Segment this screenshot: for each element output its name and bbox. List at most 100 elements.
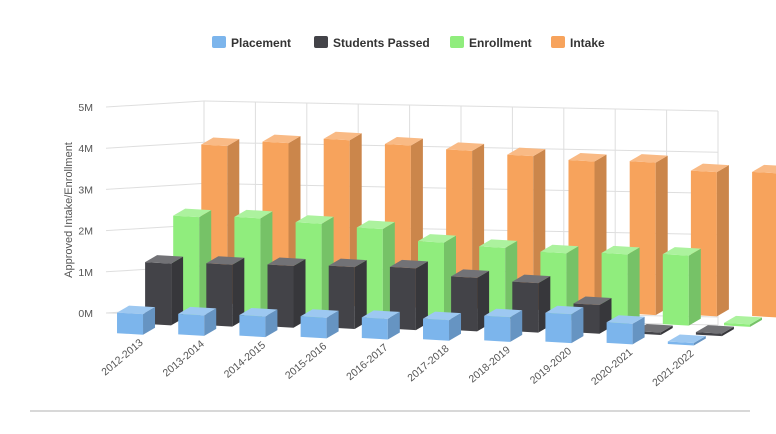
bar-placement-2013-2014[interactable] [178, 306, 217, 336]
bar-side-face [204, 308, 217, 336]
bar-placement-2017-2018[interactable] [423, 311, 462, 341]
bar-top-face [328, 258, 367, 268]
bar-side-face [632, 316, 645, 345]
bar-top-face [267, 257, 306, 266]
bar-top-face [601, 245, 640, 255]
legend[interactable]: Placement Students Passed Enrollment Intake [212, 36, 605, 50]
x-tick-label: 2021-2022 [650, 347, 696, 389]
legend-label: Intake [570, 36, 605, 50]
side-wall-gridline [105, 141, 205, 149]
bar-side-face [232, 257, 245, 327]
bar-top-face [507, 147, 546, 157]
bar-front-face [423, 318, 450, 341]
x-tick-label: 2015-2016 [283, 340, 329, 382]
bar-top-face [300, 309, 339, 318]
bar-top-face [690, 163, 729, 173]
bar-enrollment-2020-2021[interactable] [662, 247, 701, 326]
x-tick-label: 2017-2018 [405, 343, 451, 385]
bar-side-face [415, 261, 428, 331]
bar-top-face [389, 259, 428, 269]
bar-front-face [662, 254, 689, 326]
y-tick-label: 5M [78, 102, 93, 114]
bar-top-face [117, 305, 156, 315]
bar-side-face [354, 260, 367, 329]
bar-students-passed-2012-2013[interactable] [145, 255, 184, 326]
bar-intake-2021-2022[interactable] [752, 164, 776, 318]
bar-placement-2021-2022[interactable] [667, 334, 706, 346]
bar-side-face [265, 309, 278, 338]
bar-front-face [695, 332, 722, 337]
bar-top-face [545, 305, 584, 315]
bar-top-face [206, 256, 245, 265]
bar-front-face [752, 171, 776, 318]
bar-top-face [662, 247, 701, 256]
bar-side-face [571, 307, 584, 344]
legend-item-placement[interactable]: Placement [212, 36, 291, 50]
bar-side-face [510, 310, 523, 342]
legend-label: Students Passed [333, 36, 430, 50]
bar-top-face [295, 215, 334, 224]
bar-top-face [201, 137, 240, 147]
bar-side-face [449, 313, 462, 341]
bar-placement-2020-2021[interactable] [606, 315, 645, 345]
y-tick-label: 4M [78, 143, 93, 155]
x-tick-label: 2020-2021 [589, 346, 635, 388]
legend-item-intake[interactable]: Intake [551, 36, 605, 50]
bar-side-face [387, 311, 400, 340]
bar-placement-2018-2019[interactable] [484, 308, 523, 342]
bar-top-face [573, 296, 612, 305]
bar-front-face [606, 322, 633, 345]
bar-top-face [173, 208, 212, 218]
y-tick-label: 3M [78, 184, 93, 196]
bar-placement-2019-2020[interactable] [545, 305, 584, 344]
bar-top-face [606, 315, 645, 324]
bar-side-face [171, 256, 184, 326]
bar-top-face [484, 308, 523, 318]
x-axis-ticks: 2012-2013 2013-2014 2014-2015 2015-2016 2016… [99, 337, 696, 389]
bar-students-passed-2021-2022[interactable] [695, 325, 734, 337]
bar-front-face [484, 315, 511, 342]
bar-top-face [752, 164, 776, 174]
bar-side-face [721, 326, 734, 337]
bar-top-face [568, 152, 607, 162]
bar-top-face [451, 269, 490, 278]
bar-top-face [479, 239, 518, 248]
bar-enrollment-2021-2022[interactable] [724, 315, 763, 327]
y-axis-title: Approved Intake/Enrollment [63, 142, 75, 278]
x-tick-label: 2018-2019 [467, 344, 513, 386]
bar-top-face [446, 142, 485, 151]
bar-top-face [145, 255, 184, 264]
bar-top-face [724, 315, 763, 325]
side-wall-gridline [105, 182, 205, 190]
bar-side-face [693, 336, 706, 346]
bar-placement-2012-2013[interactable] [117, 305, 156, 335]
bar-placement-2014-2015[interactable] [239, 308, 278, 338]
bar-front-face [361, 317, 388, 340]
bar-front-face [117, 312, 144, 335]
bar-side-face [143, 307, 156, 335]
legend-label: Enrollment [469, 36, 532, 50]
legend-item-students-passed[interactable]: Students Passed [314, 36, 430, 50]
bar-side-face [750, 317, 763, 327]
legend-swatch [314, 36, 328, 48]
bar-front-face [239, 315, 266, 338]
bar-placement-2016-2017[interactable] [361, 310, 400, 340]
bar-front-face [300, 316, 327, 339]
bar-placement-2015-2016[interactable] [300, 309, 339, 339]
x-tick-label: 2016-2017 [344, 341, 390, 383]
y-tick-label: 2M [78, 226, 93, 238]
bars [117, 131, 776, 346]
bar-top-face [234, 209, 273, 219]
bar-front-face [667, 341, 694, 346]
x-tick-label: 2019-2020 [528, 345, 574, 387]
bar-top-face [540, 244, 579, 254]
x-tick-label: 2013-2014 [161, 338, 207, 380]
bar-side-face [293, 258, 306, 328]
x-tick-label: 2012-2013 [99, 337, 145, 379]
bar-top-face [418, 234, 457, 243]
side-wall-gridline [105, 100, 205, 108]
y-tick-label: 0M [78, 308, 93, 320]
bar-side-face [716, 165, 729, 317]
legend-item-enrollment[interactable]: Enrollment [450, 36, 532, 50]
